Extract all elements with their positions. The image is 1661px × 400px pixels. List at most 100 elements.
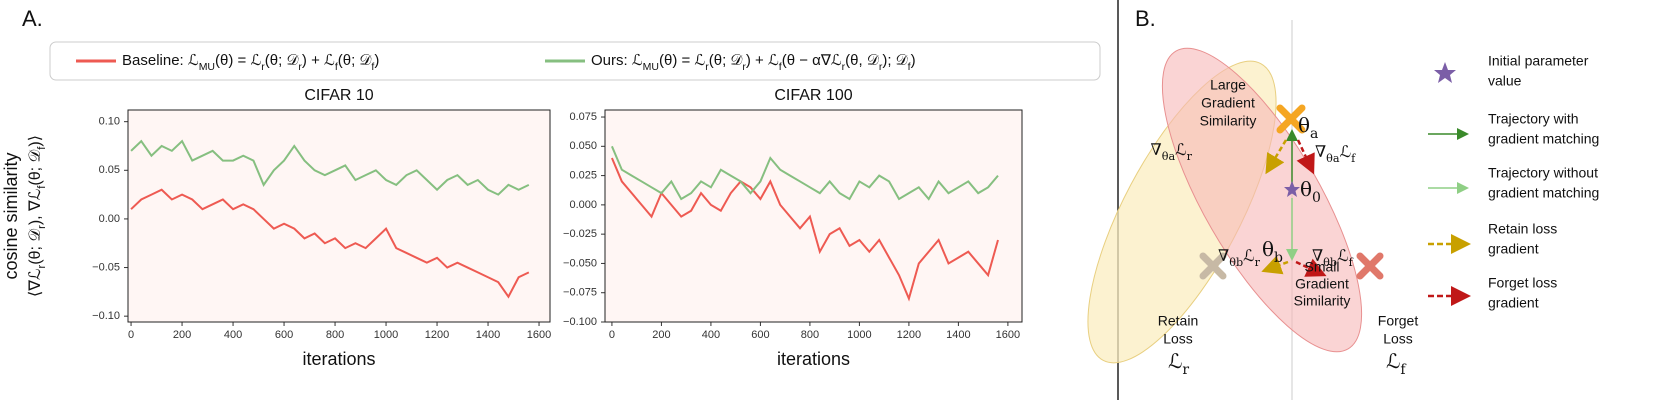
annotation: Small <box>1304 259 1339 275</box>
plot-background <box>605 110 1022 322</box>
text-part: )⟩ <box>27 135 44 147</box>
subscript: θb <box>1323 256 1337 269</box>
text-part: (θ; 𝒟 <box>27 149 44 185</box>
text-part: θ <box>1298 113 1310 137</box>
y-tick-label: 0.00 <box>99 213 120 225</box>
annotation: Retain <box>1158 313 1198 329</box>
text-part: ∇ <box>1312 246 1323 265</box>
text-part: ℒ <box>1337 246 1349 265</box>
annotation: Gradient <box>1201 95 1255 111</box>
y-tick-label: −0.10 <box>92 310 120 322</box>
annotation: Large <box>1210 77 1246 93</box>
y-tick-label: 0.050 <box>569 140 597 152</box>
legend-entry: Ours: ℒMU(θ) = ℒr(θ; 𝒟r) + ℒf(θ − α∇ℒr(θ… <box>591 52 916 73</box>
x-tick-label: 400 <box>224 329 242 341</box>
x-tick-label: 600 <box>751 329 769 341</box>
legend-entry: value <box>1488 73 1522 89</box>
panel-label: A. <box>22 6 43 31</box>
x-tick-label: 1600 <box>527 329 551 341</box>
y-tick-label: −0.05 <box>92 261 120 273</box>
text-part: (θ; 𝒟 <box>338 52 372 69</box>
subscript: θa <box>1162 150 1176 163</box>
legend-entry: Baseline: ℒMU(θ) = ℒr(θ; 𝒟r) + ℒf(θ; 𝒟f) <box>122 52 379 73</box>
text-part: (θ; 𝒟 <box>265 52 299 69</box>
subscript: f <box>908 61 911 73</box>
subscript: θa <box>1326 152 1340 165</box>
gradient-label: ∇θbℒr <box>1218 246 1261 269</box>
subscript: r <box>298 61 302 73</box>
subscript: f <box>36 185 48 189</box>
gradient-label: ∇θaℒf <box>1315 142 1356 165</box>
subscript: r <box>1255 256 1261 269</box>
subscript: r <box>742 61 746 73</box>
subscript: r <box>705 61 709 73</box>
panel-label: B. <box>1135 6 1156 31</box>
legend-entry: Initial parameter <box>1488 53 1589 69</box>
y-tick-label: 0.000 <box>569 199 597 211</box>
series-line <box>611 157 999 302</box>
initial-star <box>1284 181 1300 197</box>
loss-symbol: ℒr <box>1168 349 1189 379</box>
legend-entry: gradient matching <box>1488 131 1599 147</box>
subscript: r <box>879 61 883 73</box>
x-tick-label: 1600 <box>996 329 1020 341</box>
x-tick-label: 1400 <box>946 329 970 341</box>
text-part: (θ; 𝒟 <box>27 229 44 265</box>
x-tick-label: 0 <box>128 329 134 341</box>
subscript: f <box>1400 362 1407 378</box>
x-tick-label: 0 <box>609 329 615 341</box>
forget-gradient <box>1295 258 1327 277</box>
subscript: f <box>335 61 338 73</box>
annotation: Similarity <box>1294 293 1351 309</box>
subscript: θb <box>1229 256 1243 269</box>
text-part: ⟨∇ℒ <box>27 269 44 297</box>
legend-entry: Trajectory without <box>1488 165 1598 181</box>
text-part: ℒ <box>1386 349 1400 373</box>
legend-entry: Forget loss <box>1488 275 1557 291</box>
theta: θ0 <box>1300 177 1321 207</box>
text-part: ∇ <box>1218 246 1229 265</box>
subscript: r <box>261 61 265 73</box>
text-part: : ℒ <box>624 52 643 69</box>
text-part: (θ, 𝒟 <box>845 52 879 69</box>
y-tick-label: 0.025 <box>569 169 597 181</box>
cross <box>1356 252 1384 280</box>
y-tick-label: −0.025 <box>563 228 597 240</box>
x-axis-label: iterations <box>777 349 850 369</box>
x-tick-label: 200 <box>652 329 670 341</box>
subscript: f <box>1349 256 1354 269</box>
theta: θb <box>1262 237 1283 267</box>
subscript: 0 <box>1312 190 1321 206</box>
x-axis-label: iterations <box>302 349 375 369</box>
x-tick-label: 1000 <box>374 329 398 341</box>
annotation: Forget <box>1378 313 1419 329</box>
y-tick-label: −0.075 <box>563 287 597 299</box>
text-part: ) + ℒ <box>302 52 335 69</box>
text-part: ℒ <box>1243 246 1255 265</box>
x-tick-label: 600 <box>275 329 293 341</box>
forget-gradient <box>1296 139 1315 175</box>
text-part: ); 𝒟 <box>882 52 907 69</box>
gradient-label: ∇θaℒr <box>1151 140 1193 163</box>
series-line <box>130 139 530 196</box>
optima <box>1199 104 1384 280</box>
legend-name: Ours <box>591 52 624 69</box>
x-tick-label: 1200 <box>897 329 921 341</box>
subscript: a <box>1310 126 1318 142</box>
x-tick-label: 800 <box>801 329 819 341</box>
subscript: f <box>36 146 48 150</box>
subscript: r <box>842 61 846 73</box>
legend-entry: gradient matching <box>1488 185 1599 201</box>
text-part: ∇ <box>1315 142 1326 161</box>
series-line <box>130 188 530 299</box>
legend-entry: Retain loss <box>1488 221 1557 237</box>
text-part: : ℒ <box>180 52 199 69</box>
text-part: (θ; 𝒟 <box>709 52 743 69</box>
subscript: r <box>36 225 48 229</box>
y-tick-label: −0.100 <box>563 316 597 328</box>
legend-entry: gradient <box>1488 241 1539 257</box>
text-part: θ <box>1300 177 1312 201</box>
subscript: r <box>36 265 48 269</box>
legend-star <box>1434 62 1456 83</box>
